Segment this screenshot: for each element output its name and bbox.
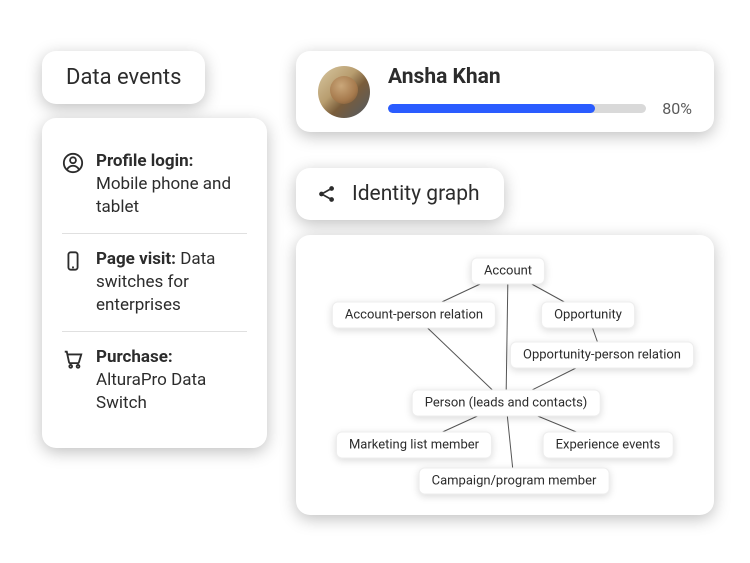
share-icon [316,183,338,205]
graph-node: Person (leads and contacts) [412,390,601,417]
graph-node: Marketing list member [336,432,492,459]
graph-node: Opportunity [541,302,635,329]
event-title: Profile login: [96,151,193,171]
avatar [318,66,370,118]
event-text: Purchase: AlturaPro Data Switch [96,346,247,415]
event-text: Page visit: Data switches for enterprise… [96,248,247,317]
progress-fill [388,104,595,113]
identity-graph-label-card: Identity graph [296,168,504,220]
graph-node: Opportunity-person relation [510,342,694,369]
event-body: Mobile phone and tablet [96,174,231,217]
profile-name: Ansha Khan [388,65,692,89]
cart-icon [62,348,84,370]
graph-node: Account-person relation [332,302,496,329]
event-row: Profile login: Mobile phone and tablet [62,140,247,233]
profile-main: Ansha Khan 80% [388,65,692,118]
progress-percent: 80% [662,99,692,118]
identity-graph-card: Account Account-person relation Opportunit… [296,235,714,515]
event-row: Purchase: AlturaPro Data Switch [62,331,247,429]
progress-track [388,104,646,113]
event-title: Page visit: [96,249,176,269]
data-events-label-card: Data events [42,51,205,104]
profile-card: Ansha Khan 80% [296,51,714,132]
graph-node: Experience events [543,432,674,459]
graph-node: Campaign/program member [419,468,610,495]
phone-icon [62,250,84,272]
event-body: AlturaPro Data Switch [96,370,206,413]
user-circle-icon [62,152,84,174]
identity-graph-label: Identity graph [352,182,480,206]
progress-row: 80% [388,99,692,118]
graph-node: Account [471,258,545,285]
event-title: Purchase: [96,347,173,367]
data-events-card: Profile login: Mobile phone and tablet P… [42,118,267,448]
data-events-label: Data events [66,65,181,90]
event-text: Profile login: Mobile phone and tablet [96,150,247,219]
event-row: Page visit: Data switches for enterprise… [62,233,247,331]
